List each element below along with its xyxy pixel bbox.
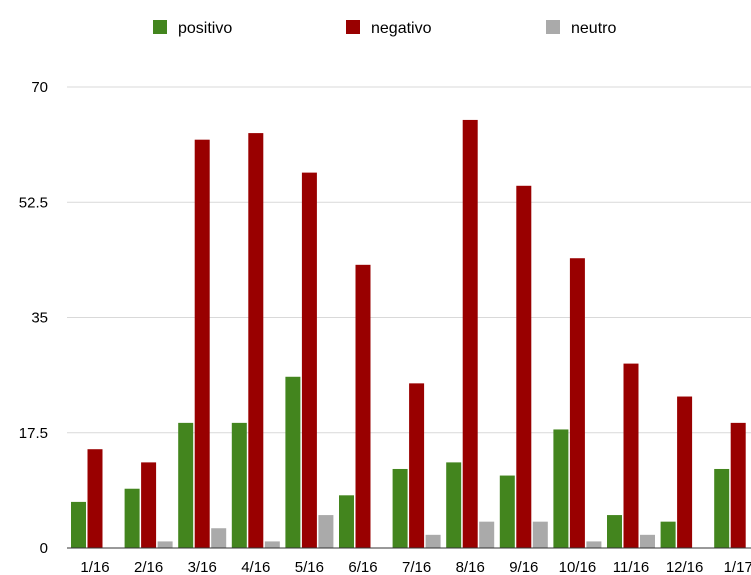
bar-negativo-10-16 — [569, 258, 585, 548]
legend-label-neutro: neutro — [571, 20, 616, 37]
bar-neutro-9-16 — [532, 521, 548, 548]
bar-neutro-7-16 — [425, 534, 441, 548]
bar-neutro-8-16 — [479, 521, 495, 548]
y-tick-label: 35 — [31, 310, 48, 327]
legend-swatch-positivo — [153, 20, 167, 34]
x-axis-ticks: 1/16 2/16 3/16 4/16 5/16 6/16 7/16 8/16 9/16 10/1… — [80, 559, 751, 575]
x-tick-label: 9/16 — [509, 559, 538, 575]
bar-negativo-3-16 — [194, 139, 210, 548]
bar-negativo-1-16 — [87, 449, 103, 548]
bar-positivo-10-16 — [553, 429, 569, 548]
y-tick-label: 52.5 — [19, 194, 48, 211]
x-tick-label: 2/16 — [134, 559, 163, 575]
bar-positivo-1-17 — [714, 468, 730, 548]
bar-neutro-11-16 — [640, 534, 655, 548]
bar-neutro-2-16 — [157, 541, 173, 548]
bar-positivo-9-16 — [499, 475, 515, 548]
bar-negativo-8-16 — [462, 119, 478, 548]
bar-neutro-4-16 — [264, 541, 280, 548]
bar-negativo-7-16 — [409, 383, 425, 548]
bar-negativo-6-16 — [355, 264, 371, 548]
x-tick-label: 8/16 — [456, 559, 485, 575]
bar-positivo-5-16 — [285, 376, 301, 548]
bar-positivo-7-16 — [392, 468, 408, 548]
bar-negativo-2-16 — [141, 462, 157, 548]
bar-positivo-6-16 — [339, 495, 354, 548]
bar-positivo-4-16 — [231, 422, 247, 548]
bar-positivo-2-16 — [124, 488, 140, 548]
bar-positivo-3-16 — [178, 422, 194, 548]
x-tick-label: 10/16 — [559, 559, 597, 575]
y-tick-label: 17.5 — [19, 425, 48, 442]
legend-label-positivo: positivo — [178, 20, 232, 37]
x-tick-label: 1/16 — [80, 559, 109, 575]
bar-positivo-11-16 — [607, 515, 622, 548]
chart-legend: positivo negativo neutro — [153, 20, 616, 37]
x-tick-label: 7/16 — [402, 559, 431, 575]
y-tick-label: 0 — [40, 540, 48, 557]
x-tick-label: 11/16 — [613, 559, 649, 575]
legend-swatch-neutro — [546, 20, 560, 34]
bar-neutro-10-16 — [586, 541, 602, 548]
bar-positivo-8-16 — [446, 462, 462, 548]
bar-negativo-5-16 — [301, 172, 317, 548]
chart-bars — [71, 119, 746, 549]
x-tick-label: 4/16 — [241, 559, 270, 575]
legend-label-negativo: negativo — [371, 20, 432, 37]
x-tick-label: 6/16 — [348, 559, 377, 575]
bar-neutro-5-16 — [318, 515, 334, 548]
bar-negativo-9-16 — [516, 185, 532, 549]
x-tick-label: 3/16 — [188, 559, 217, 575]
bar-negativo-1-17 — [730, 422, 746, 548]
y-tick-label: 70 — [31, 79, 48, 96]
chart-gridlines — [67, 86, 751, 434]
legend-swatch-negativo — [346, 20, 360, 34]
x-tick-label: 12/16 — [666, 559, 704, 575]
bar-negativo-11-16 — [623, 363, 639, 548]
bar-negativo-4-16 — [248, 133, 264, 548]
x-tick-label: 5/16 — [295, 559, 324, 575]
bar-negativo-12-16 — [677, 396, 693, 548]
bar-positivo-1-16 — [71, 501, 86, 548]
x-tick-label: 1/17 — [724, 559, 751, 575]
bar-positivo-12-16 — [660, 521, 676, 548]
y-axis-ticks: 0 17.5 35 52.5 70 — [19, 79, 48, 557]
bar-neutro-3-16 — [211, 528, 227, 548]
